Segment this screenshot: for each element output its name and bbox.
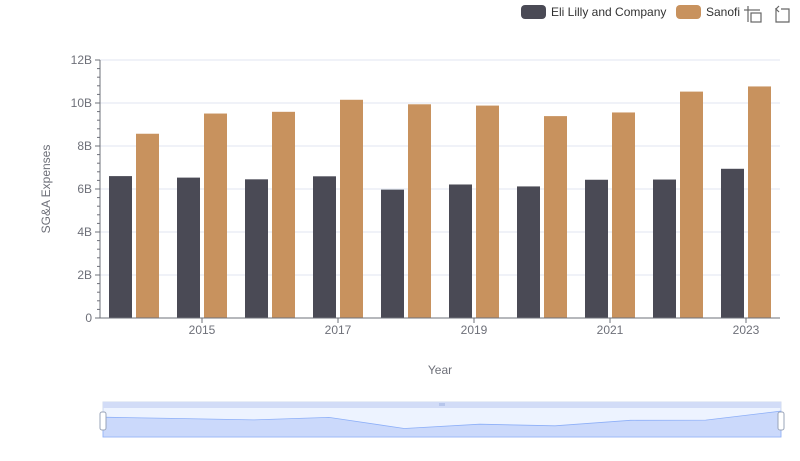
bar-eli-lilly-2014[interactable] [109,176,132,318]
grid-lines [100,59,780,276]
legend-item-sanofi[interactable]: Sanofi [676,5,740,19]
bar-eli-lilly-2019[interactable] [449,184,472,318]
slider-handle-right[interactable] [777,411,785,431]
zoom-reset-icon[interactable] [775,5,790,23]
data-zoom-slider[interactable] [99,401,785,438]
bars [109,86,771,319]
slider-handle-left[interactable] [99,411,107,431]
x-axis-title: Year [428,363,452,377]
legend-swatch-eli-lilly [521,5,546,19]
x-axis-ticks: 2015 2017 2019 2021 2023 [189,318,760,337]
x-tick-label: 2019 [461,323,488,337]
bar-eli-lilly-2022[interactable] [653,179,676,318]
legend-label-eli-lilly: Eli Lilly and Company [551,5,666,19]
bar-eli-lilly-2021[interactable] [585,179,608,318]
bar-eli-lilly-2020[interactable] [517,186,540,318]
bar-sanofi-2016[interactable] [272,111,295,318]
x-tick-label: 2023 [733,323,760,337]
y-tick-label: 2B [77,268,92,282]
bar-sanofi-2017[interactable] [340,99,363,319]
bar-sanofi-2020[interactable] [544,116,567,319]
bar-sanofi-2023[interactable] [748,86,771,318]
bar-sanofi-2015[interactable] [204,113,227,318]
y-tick-label: 0 [85,311,92,325]
legend: Eli Lilly and Company Sanofi [521,5,740,19]
y-tick-label: 8B [77,139,92,153]
bar-sanofi-2019[interactable] [476,105,499,318]
y-axis-title: SG&A Expenses [39,145,53,234]
y-axis-ticks: 0 2B 4B 6B 8B 10B 12B [71,53,101,325]
bar-eli-lilly-2015[interactable] [177,177,200,318]
y-tick-label: 12B [71,53,92,67]
bar-sanofi-2022[interactable] [680,91,703,318]
legend-label-sanofi: Sanofi [706,5,740,19]
x-tick-label: 2017 [325,323,352,337]
bar-sanofi-2018[interactable] [408,104,431,318]
legend-item-eli-lilly[interactable]: Eli Lilly and Company [521,5,666,19]
bar-eli-lilly-2017[interactable] [313,176,336,318]
bar-eli-lilly-2016[interactable] [245,179,268,318]
y-tick-label: 4B [77,225,92,239]
slider-preview-area [102,410,782,438]
y-minor-ticks [95,59,100,319]
data-zoom-icon[interactable] [744,6,762,23]
slider-move-grip[interactable] [439,403,445,406]
x-tick-label: 2021 [597,323,624,337]
bar-sanofi-2014[interactable] [136,133,159,318]
bar-sanofi-2021[interactable] [612,112,635,319]
legend-swatch-sanofi [676,5,701,19]
bar-eli-lilly-2023[interactable] [721,168,744,318]
y-tick-label: 6B [77,182,92,196]
y-tick-label: 10B [71,96,92,110]
bar-eli-lilly-2018[interactable] [381,189,404,318]
x-tick-label: 2015 [189,323,216,337]
